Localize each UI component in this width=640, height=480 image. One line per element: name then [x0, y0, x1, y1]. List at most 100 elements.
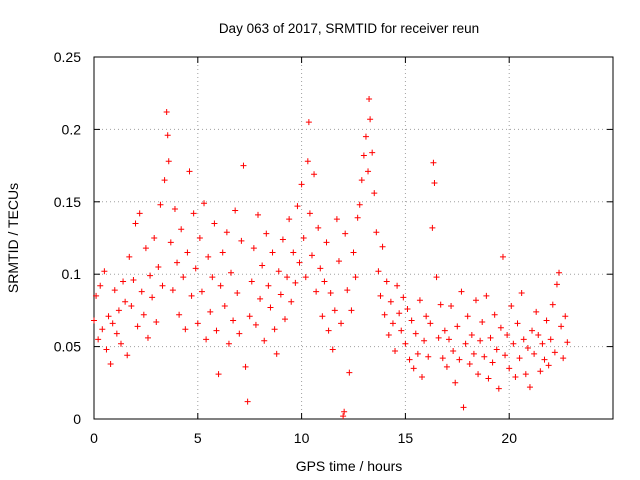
data-point — [128, 303, 135, 310]
data-point — [551, 349, 558, 356]
gridlines — [94, 57, 613, 419]
data-point — [425, 353, 432, 360]
data-points — [91, 95, 571, 420]
data-point — [113, 330, 120, 337]
data-point — [120, 278, 127, 285]
data-point — [421, 337, 428, 344]
data-point — [182, 326, 189, 333]
data-point — [271, 326, 278, 333]
data-point — [549, 301, 556, 308]
data-point — [134, 323, 141, 330]
data-point — [157, 201, 164, 208]
data-point — [159, 282, 166, 289]
data-point — [431, 179, 438, 186]
data-point — [221, 303, 228, 310]
data-point — [281, 316, 288, 323]
data-point — [342, 230, 349, 237]
data-point — [311, 171, 318, 178]
data-point — [526, 384, 533, 391]
data-point — [464, 313, 471, 320]
data-point — [346, 369, 353, 376]
data-point — [296, 259, 303, 266]
data-point — [487, 334, 494, 341]
data-point — [348, 307, 355, 314]
data-point — [514, 320, 521, 327]
data-point — [115, 307, 122, 314]
data-point — [292, 279, 299, 286]
data-point — [429, 224, 436, 231]
data-point — [238, 237, 245, 244]
data-point — [138, 288, 145, 295]
data-point — [462, 340, 469, 347]
data-point — [234, 290, 241, 297]
y-tick-label: 0.15 — [54, 194, 81, 210]
data-point — [472, 297, 479, 304]
data-point — [331, 307, 338, 314]
data-point — [485, 375, 492, 382]
data-point — [255, 211, 262, 218]
data-point — [190, 210, 197, 217]
data-point — [244, 398, 251, 405]
data-point — [535, 332, 542, 339]
data-point — [522, 371, 529, 378]
data-point — [506, 365, 513, 372]
data-point — [304, 158, 311, 165]
data-point — [319, 313, 326, 320]
data-point — [213, 327, 220, 334]
data-point — [539, 340, 546, 347]
data-point — [300, 235, 307, 241]
data-point — [230, 317, 237, 324]
data-point — [516, 355, 523, 362]
data-point — [423, 313, 430, 320]
data-point — [360, 152, 367, 159]
data-point — [385, 332, 392, 339]
data-point — [308, 252, 315, 259]
data-point — [435, 334, 442, 341]
data-point — [196, 235, 203, 241]
x-tick-label: 0 — [90, 430, 98, 446]
data-point — [288, 298, 295, 305]
data-point — [103, 346, 110, 353]
data-point — [504, 332, 511, 339]
data-point — [257, 295, 264, 302]
x-tick-label: 10 — [294, 430, 310, 446]
data-point — [387, 298, 394, 305]
data-point — [410, 365, 417, 372]
data-point — [203, 336, 210, 343]
data-point — [491, 311, 498, 318]
data-point — [531, 350, 538, 357]
data-point — [140, 311, 147, 318]
data-point — [136, 210, 143, 217]
data-point — [279, 236, 286, 243]
data-point — [475, 371, 482, 378]
plot-border — [93, 56, 614, 420]
data-point — [508, 303, 515, 310]
data-point — [448, 303, 455, 310]
data-point — [362, 133, 369, 140]
data-point — [562, 313, 569, 320]
data-point — [470, 350, 477, 357]
data-point — [111, 287, 118, 294]
data-point — [430, 159, 437, 166]
data-point — [477, 337, 484, 344]
data-point — [493, 346, 500, 353]
data-point — [335, 258, 342, 265]
data-point — [215, 371, 222, 378]
data-point — [365, 168, 372, 175]
data-point — [161, 177, 168, 184]
data-point — [371, 190, 378, 197]
data-point — [499, 253, 506, 260]
data-point — [91, 317, 97, 324]
data-point — [165, 158, 172, 165]
data-point — [105, 313, 112, 320]
data-point — [450, 347, 457, 354]
data-point — [180, 274, 187, 281]
data-point — [439, 355, 446, 362]
data-point — [466, 360, 473, 367]
data-point — [269, 249, 276, 256]
data-point — [211, 220, 218, 227]
data-point — [383, 278, 390, 285]
data-point — [340, 413, 347, 420]
axis-ticks: 0 5 10 15 20 0 0.05 0.1 0.15 0.2 0.25 — [54, 49, 613, 446]
data-point — [512, 374, 519, 381]
